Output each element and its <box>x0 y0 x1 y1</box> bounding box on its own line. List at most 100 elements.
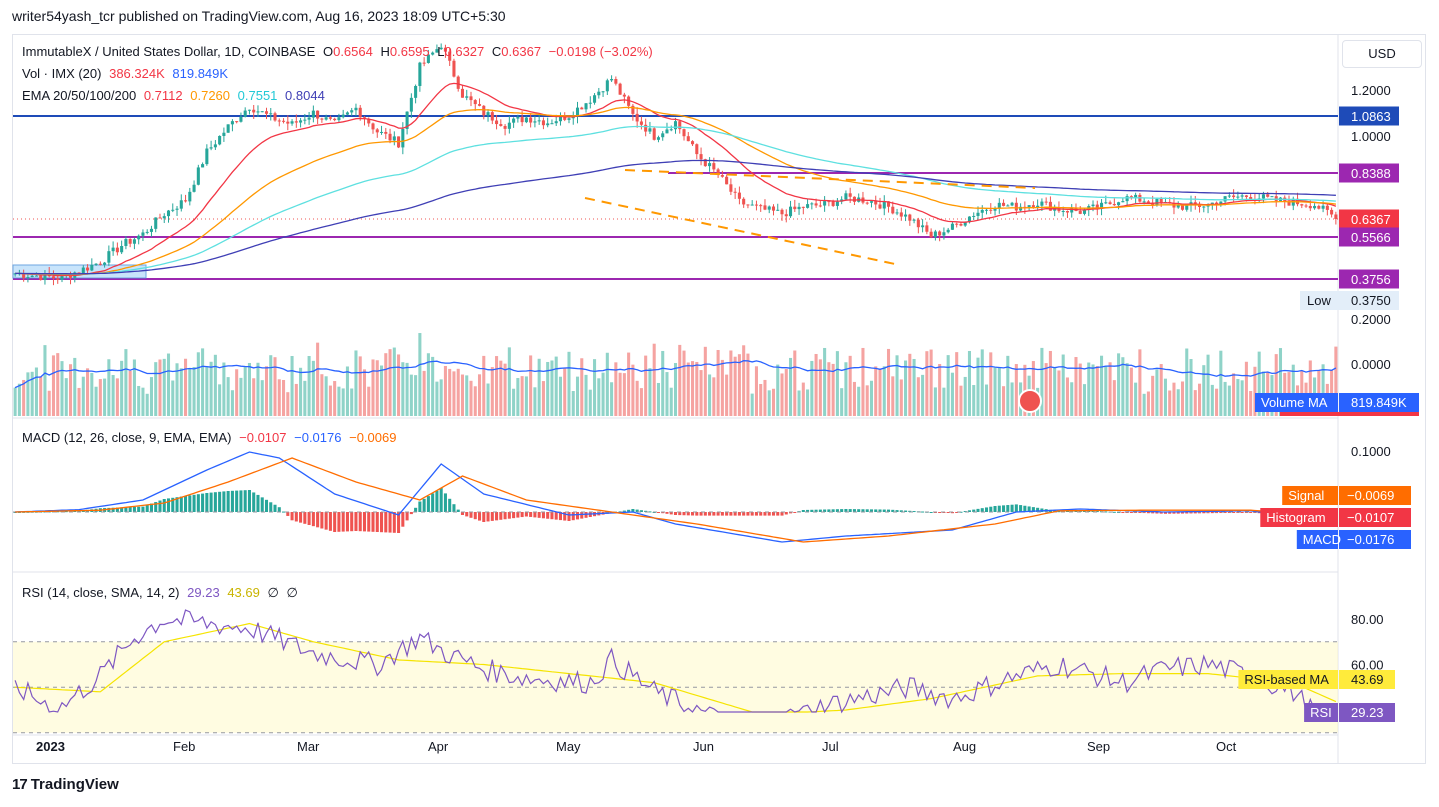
macd-label: Signal <box>1288 488 1324 503</box>
candle <box>703 159 707 167</box>
macd-histogram-bar <box>1163 512 1167 514</box>
volume-bar <box>213 354 217 416</box>
candle <box>661 133 665 138</box>
volume-bar <box>708 374 712 416</box>
volume-bar <box>13 387 17 416</box>
volume-bar <box>861 347 865 416</box>
macd-histogram-bar <box>665 512 669 514</box>
macd-histogram-bar <box>252 492 256 512</box>
macd-line-value: −0.0176 <box>294 430 342 445</box>
macd-histogram-bar <box>984 507 989 512</box>
macd-histogram-bar <box>107 507 111 512</box>
candle <box>503 125 507 129</box>
change-value: −0.0198 (−3.02%) <box>548 44 653 59</box>
candle <box>1304 205 1308 207</box>
candle <box>111 247 115 252</box>
volume-bar <box>597 378 601 416</box>
candle <box>379 131 384 133</box>
macd-histogram-bar <box>277 507 281 512</box>
volume-bar <box>993 367 997 416</box>
volume-bar <box>984 384 989 416</box>
candle <box>405 111 409 129</box>
candle <box>77 272 81 274</box>
volume-bar <box>465 375 469 416</box>
candle <box>252 109 256 113</box>
tradingview-footer[interactable]: 17 TradingView <box>12 776 119 793</box>
macd-histogram-bar <box>345 512 349 532</box>
volume-bar <box>43 345 47 416</box>
macd-histogram-bar <box>431 493 435 512</box>
macd-histogram-bar <box>882 509 886 512</box>
candle <box>311 110 315 118</box>
macd-histogram-bar <box>720 512 724 516</box>
candle <box>610 79 614 81</box>
currency-button[interactable]: USD <box>1342 40 1422 68</box>
symbol-title[interactable]: ImmutableX / United States Dollar, 1D, C… <box>22 44 316 59</box>
volume-bar <box>622 373 626 416</box>
macd-histogram-bar <box>810 509 814 512</box>
macd-histogram-bar <box>921 511 925 513</box>
candle <box>320 118 324 120</box>
volume-bar <box>477 374 482 416</box>
volume-bar <box>1087 362 1091 416</box>
volume-bar <box>469 380 473 416</box>
volume-bar <box>631 364 635 416</box>
volume-ma-line <box>14 360 1337 389</box>
candle <box>507 122 511 129</box>
macd-histogram-bar <box>388 512 392 533</box>
candle <box>477 104 482 106</box>
candle <box>541 120 545 126</box>
volume-bar <box>290 356 294 416</box>
candle <box>942 232 946 236</box>
candle <box>426 54 430 63</box>
candle <box>392 136 396 141</box>
candle <box>1006 205 1010 207</box>
volume-bar <box>345 366 349 416</box>
macd-histogram-bar <box>64 511 68 513</box>
macd-histogram-bar <box>1014 504 1018 512</box>
macd-histogram-bar <box>550 512 554 520</box>
volume-bar <box>580 358 584 416</box>
volume-bar <box>81 376 85 416</box>
candle <box>188 191 192 202</box>
volume-bar <box>77 387 81 416</box>
candle <box>1117 202 1121 206</box>
volume-bar <box>269 355 273 416</box>
volume-bar <box>733 356 737 416</box>
macd-histogram-bar <box>1065 510 1069 512</box>
volume-bar <box>51 355 56 416</box>
macd-histogram-bar <box>299 512 303 523</box>
candle <box>354 107 358 111</box>
macd-histogram-bar <box>1146 512 1150 514</box>
volume-bar <box>878 368 882 416</box>
candle <box>499 124 503 126</box>
macd-histogram-bar <box>1087 510 1091 512</box>
candle <box>94 263 98 265</box>
candle <box>1036 205 1040 208</box>
volume-bar <box>171 380 175 416</box>
macd-histogram-bar <box>341 512 345 532</box>
rsi-line <box>14 609 1336 715</box>
candle <box>814 203 818 206</box>
macd-histogram-bar <box>1155 512 1159 514</box>
macd-histogram-bar <box>580 512 584 519</box>
rsi-ma-value: 43.69 <box>227 585 260 600</box>
volume-bar <box>201 348 205 416</box>
macd-histogram-bar <box>392 512 396 533</box>
volume-bar <box>635 380 639 416</box>
candle <box>1129 196 1133 198</box>
candle <box>686 136 690 142</box>
volume-bar <box>767 390 771 416</box>
candle <box>422 62 426 64</box>
us-flag-icon <box>1018 389 1042 413</box>
brand-name: TradingView <box>30 776 119 793</box>
candle <box>179 200 183 209</box>
macd-histogram-bar <box>801 510 805 512</box>
rsi-label-box <box>1304 703 1338 722</box>
rsi-value: 29.23 <box>187 585 220 600</box>
macd-histogram-bar <box>350 512 354 532</box>
candle <box>806 204 810 208</box>
candle <box>844 193 848 200</box>
macd-histogram-bar <box>320 512 324 529</box>
